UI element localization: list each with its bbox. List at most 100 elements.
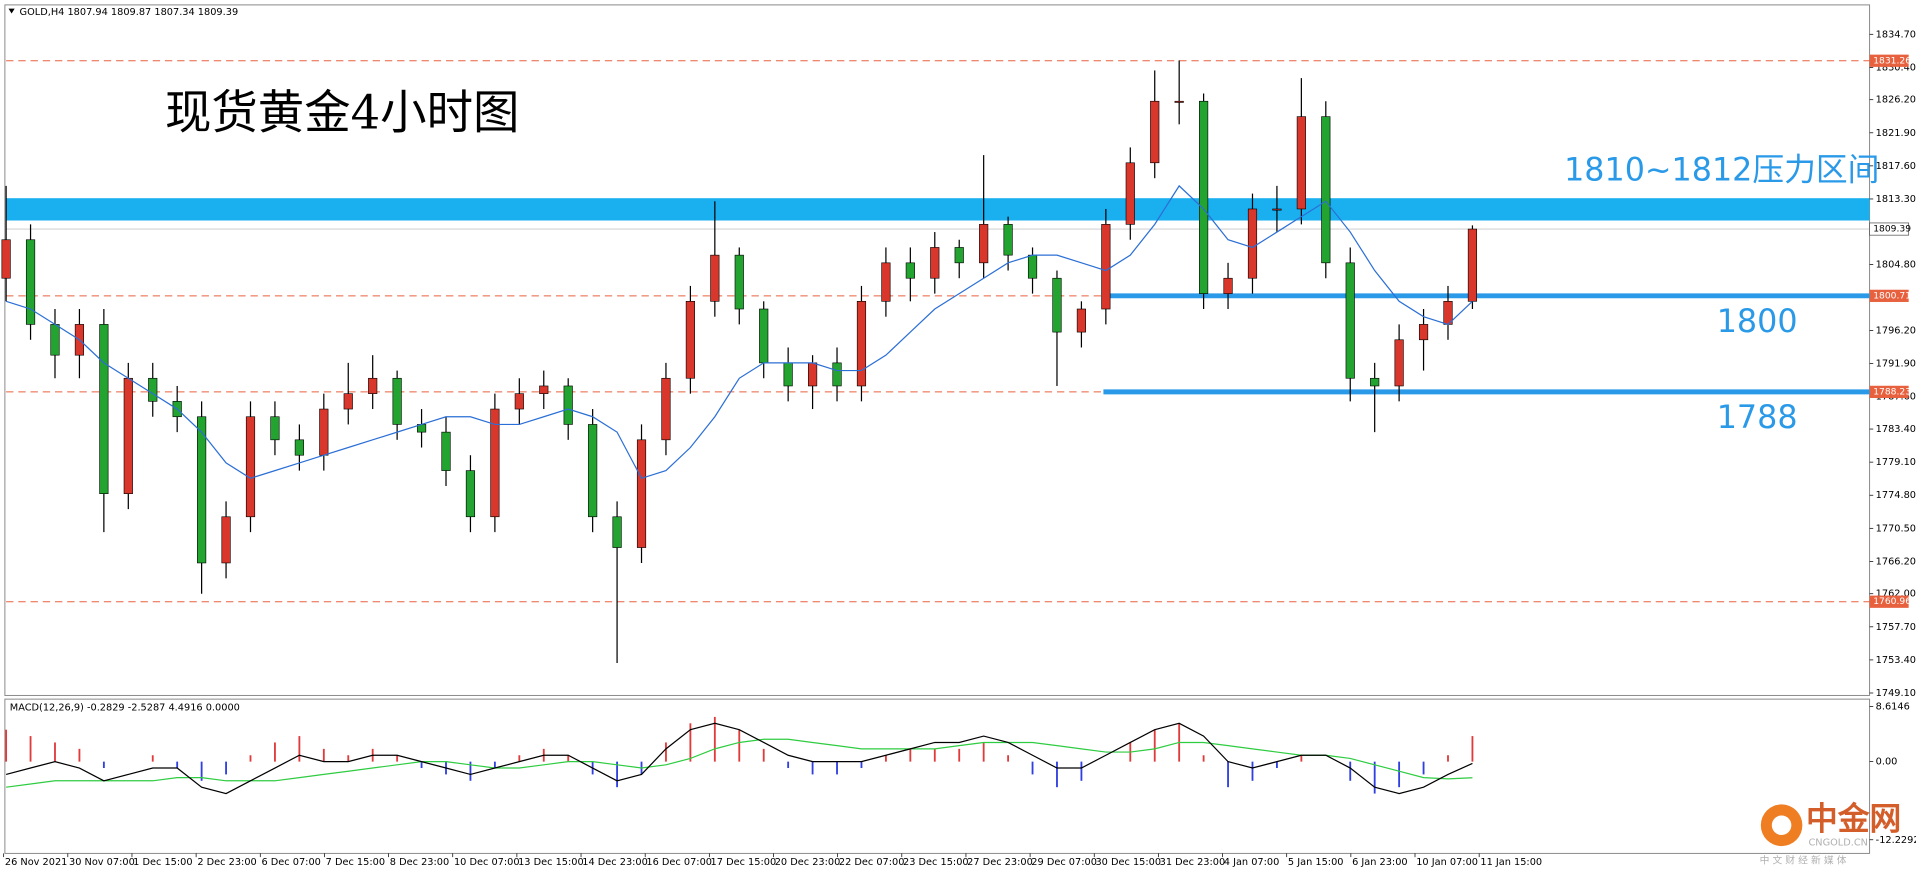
x-tick-label: 8 Dec 23:00	[390, 857, 449, 868]
x-tick-label: 5 Jan 15:00	[1288, 857, 1344, 868]
macd-tick-label: 0.00	[1876, 757, 1898, 768]
y-tick-label: 1830.40	[1876, 62, 1916, 73]
x-tick-label: 30 Nov 07:00	[69, 857, 135, 868]
macd-tick-label: -12.2292	[1876, 835, 1916, 846]
y-tick-label: 1757.70	[1876, 622, 1916, 633]
y-tick-label: 1774.80	[1876, 490, 1916, 501]
candle-body	[979, 224, 989, 264]
candle-body	[1125, 162, 1135, 225]
y-tick-label: 1813.30	[1876, 194, 1916, 205]
x-tick-label: 17 Dec 15:00	[711, 857, 777, 868]
x-tick-label: 22 Dec 07:00	[839, 857, 905, 868]
macd-title: MACD(12,26,9) -0.2829 -2.5287 4.4916 0.0…	[10, 703, 240, 714]
candle-body	[245, 416, 256, 518]
candle-body	[465, 470, 476, 518]
x-tick-label: 10 Jan 07:00	[1416, 857, 1478, 868]
x-tick-label: 23 Dec 15:00	[903, 857, 969, 868]
candle-body	[1003, 224, 1013, 256]
candle-body	[1101, 224, 1111, 310]
candle-body	[490, 408, 500, 518]
candle-body	[808, 362, 818, 387]
candle-body	[148, 377, 158, 402]
price-label-box	[1869, 385, 1909, 399]
candle-body	[1076, 308, 1086, 333]
x-tick-label: 29 Dec 07:00	[1031, 857, 1097, 868]
candle-body	[197, 416, 207, 564]
price-panel	[4, 4, 1871, 696]
candle-body	[783, 362, 793, 387]
candle-body	[661, 377, 671, 441]
candle-body	[441, 431, 451, 471]
menu-icon	[8, 8, 15, 14]
current-price-label: 1809.39	[1873, 224, 1911, 235]
candle-body	[1174, 100, 1184, 103]
current-price-box	[1869, 222, 1910, 236]
price-label: 1788.23	[1873, 386, 1911, 397]
x-tick-label: 26 Nov 2021	[5, 857, 67, 868]
candle-body	[392, 377, 402, 425]
y-tick-label: 1826.20	[1876, 95, 1916, 106]
support-label: 1800	[1717, 303, 1798, 340]
price-label: 1800.71	[1873, 290, 1911, 301]
candle-body	[99, 324, 109, 494]
y-tick-label: 1779.10	[1876, 457, 1916, 468]
candle-body	[905, 262, 915, 279]
candle-body	[1296, 116, 1306, 210]
x-tick-label: 20 Dec 23:00	[775, 857, 841, 868]
x-tick-label: 1 Dec 15:00	[133, 857, 192, 868]
resistance-zone	[6, 198, 1870, 221]
y-tick-label: 1749.10	[1876, 688, 1916, 699]
candle-body	[685, 301, 695, 379]
candle-body	[734, 254, 744, 310]
candle-body	[343, 393, 353, 410]
candle-body	[930, 247, 940, 279]
y-tick-label: 1804.80	[1876, 259, 1916, 270]
candle-body	[1223, 277, 1233, 294]
candle-body	[1199, 100, 1209, 294]
watermark-site: CNGOLD.CN	[1808, 837, 1868, 848]
chart-title: 现货黄金4小时图	[165, 85, 520, 139]
watermark-brand: 中金网	[1806, 800, 1901, 837]
x-tick-label: 13 Dec 15:00	[518, 857, 584, 868]
logo-inner	[1771, 815, 1792, 836]
candle-body	[25, 239, 36, 325]
y-tick-label: 1783.40	[1876, 424, 1916, 435]
candle-body	[759, 308, 769, 364]
candle-body	[123, 377, 133, 494]
ma-line	[5, 184, 1473, 480]
x-tick-label: 10 Dec 07:00	[454, 857, 520, 868]
x-tick-label: 27 Dec 23:00	[967, 857, 1033, 868]
candle-body	[319, 408, 329, 456]
candle-body	[368, 377, 378, 394]
watermark-slogan: 中 文 财 经 新 媒 体	[1760, 854, 1847, 867]
candle-body	[1467, 228, 1478, 302]
candle-body	[270, 416, 280, 441]
macd-tick-label: 8.6146	[1876, 702, 1910, 713]
candle-body	[294, 439, 304, 456]
x-tick-label: 6 Jan 23:00	[1352, 857, 1408, 868]
y-tick-label: 1766.20	[1876, 556, 1916, 567]
candle-body	[954, 247, 964, 264]
y-tick-label: 1753.40	[1876, 655, 1916, 666]
y-tick-label: 1791.90	[1876, 359, 1916, 370]
x-tick-label: 11 Jan 15:00	[1480, 857, 1542, 868]
candle-body	[612, 516, 622, 548]
candle-body	[1, 239, 11, 279]
x-tick-label: 16 Dec 07:00	[646, 857, 712, 868]
candle-body	[1370, 377, 1380, 387]
y-tick-label: 1762.00	[1876, 589, 1916, 600]
x-tick-label: 7 Dec 15:00	[326, 857, 385, 868]
candle-body	[514, 393, 524, 410]
price-label-box	[1869, 595, 1909, 608]
candle-body	[1394, 339, 1404, 387]
candle-body	[221, 516, 231, 564]
candle-body	[50, 324, 60, 356]
price-label-box	[1869, 289, 1909, 302]
y-tick-label: 1770.50	[1876, 523, 1916, 534]
zone-label: 1810~1812压力区间	[1564, 151, 1879, 188]
candle-body	[710, 254, 720, 302]
candle-body	[881, 262, 891, 302]
x-tick-label: 14 Dec 23:00	[582, 857, 648, 868]
